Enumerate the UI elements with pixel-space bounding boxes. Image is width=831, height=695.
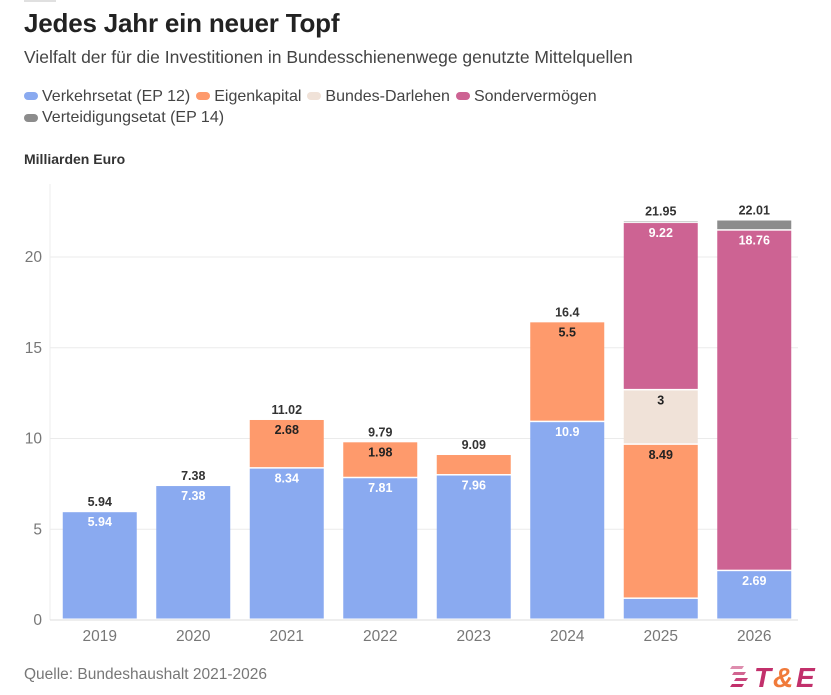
segment-label: 8.49 bbox=[649, 448, 673, 462]
legend-label: Sondervermögen bbox=[473, 87, 597, 105]
segment-label: 10.9 bbox=[555, 425, 579, 439]
x-tick-label: 2026 bbox=[737, 628, 771, 645]
segment-label: 1.98 bbox=[368, 445, 392, 459]
segment-label: 3 bbox=[657, 393, 664, 407]
x-tick-label: 2024 bbox=[550, 628, 585, 645]
x-tick-label: 2023 bbox=[457, 628, 491, 645]
total-label: 22.01 bbox=[739, 204, 770, 218]
legend-item[interactable]: Bundes-Darlehen bbox=[307, 86, 450, 107]
x-tick-label: 2019 bbox=[83, 628, 117, 645]
te-logo: T & E bbox=[730, 662, 816, 690]
legend-item[interactable]: Verkehrsetat (EP 12) bbox=[24, 86, 190, 107]
logo-stripes-icon bbox=[730, 666, 748, 687]
y-axis-unit-label: Milliarden Euro bbox=[24, 151, 126, 167]
legend-swatch bbox=[455, 92, 470, 100]
total-label: 5.94 bbox=[88, 495, 112, 509]
y-tick-label: 15 bbox=[25, 340, 42, 357]
segment-label: 7.96 bbox=[462, 479, 486, 493]
bar-segment bbox=[623, 223, 698, 389]
y-tick-label: 5 bbox=[33, 521, 42, 538]
segment-label: 5.94 bbox=[88, 515, 112, 529]
segment-label: 5.5 bbox=[559, 325, 576, 339]
total-label: 16.4 bbox=[555, 305, 579, 319]
bar-segment bbox=[717, 571, 792, 619]
chart-subtitle: Vielfalt der für die Investitionen in Bu… bbox=[24, 47, 633, 67]
total-label: 9.79 bbox=[368, 425, 392, 439]
total-label: 11.02 bbox=[271, 403, 302, 417]
legend-label: Verkehrsetat (EP 12) bbox=[42, 87, 191, 105]
legend-item[interactable]: Sondervermögen bbox=[455, 86, 597, 107]
x-tick-label: 2025 bbox=[644, 628, 678, 645]
segment-label: 8.34 bbox=[275, 472, 299, 486]
segment-label: 7.81 bbox=[368, 481, 392, 495]
total-label: 21.95 bbox=[645, 205, 676, 219]
bar-segment bbox=[249, 419, 324, 468]
legend-label: Eigenkapital bbox=[214, 87, 302, 105]
total-label: 7.38 bbox=[181, 469, 205, 483]
y-tick-label: 20 bbox=[25, 249, 43, 266]
bar-segment bbox=[343, 478, 418, 619]
bar-segment bbox=[530, 422, 605, 619]
top-divider bbox=[24, 0, 56, 2]
legend-swatch bbox=[24, 113, 38, 122]
bar-segment bbox=[249, 468, 324, 619]
legend-swatch bbox=[24, 92, 38, 100]
segment-label: 9.22 bbox=[649, 226, 673, 240]
segment-label: 7.38 bbox=[181, 489, 205, 503]
bar-segment bbox=[623, 390, 698, 444]
segment-label: 2.69 bbox=[742, 574, 766, 588]
chart-title: Jedes Jahr ein neuer Topf bbox=[24, 8, 340, 38]
legend: Verkehrsetat (EP 12) Eigenkapital Bundes-D… bbox=[24, 85, 724, 128]
logo-amp: & bbox=[773, 662, 793, 690]
legend-label: Bundes-Darlehen bbox=[325, 87, 450, 105]
logo-e: E bbox=[796, 662, 816, 690]
bar-segment bbox=[343, 442, 418, 477]
bar-segment bbox=[436, 475, 511, 619]
logo-t: T bbox=[754, 662, 774, 690]
segment-label: 2.68 bbox=[275, 423, 299, 437]
legend-swatch bbox=[196, 92, 211, 100]
legend-label: Verteidigungsetat (EP 14) bbox=[42, 109, 225, 126]
legend-item[interactable]: Verteidigungsetat (EP 14) bbox=[24, 107, 224, 128]
segment-label: 18.76 bbox=[739, 234, 770, 248]
x-tick-label: 2021 bbox=[270, 628, 304, 645]
y-tick-label: 0 bbox=[33, 612, 42, 629]
bar-segment bbox=[717, 220, 792, 230]
bar-segment bbox=[717, 230, 792, 570]
total-label: 9.09 bbox=[462, 438, 486, 452]
bar-segment bbox=[623, 598, 698, 619]
legend-item[interactable]: Eigenkapital bbox=[196, 86, 301, 107]
bar-segment bbox=[62, 512, 137, 619]
bar-segment bbox=[436, 455, 511, 475]
x-tick-label: 2020 bbox=[176, 628, 211, 645]
legend-swatch bbox=[307, 92, 322, 100]
bar-segment bbox=[156, 486, 231, 619]
bar-segment bbox=[623, 221, 698, 223]
source-note: Quelle: Bundeshaushalt 2021-2026 bbox=[24, 666, 268, 683]
bar-segment bbox=[623, 444, 698, 598]
x-tick-label: 2022 bbox=[363, 628, 397, 645]
bar-segment bbox=[530, 322, 605, 421]
y-tick-label: 10 bbox=[25, 431, 43, 448]
